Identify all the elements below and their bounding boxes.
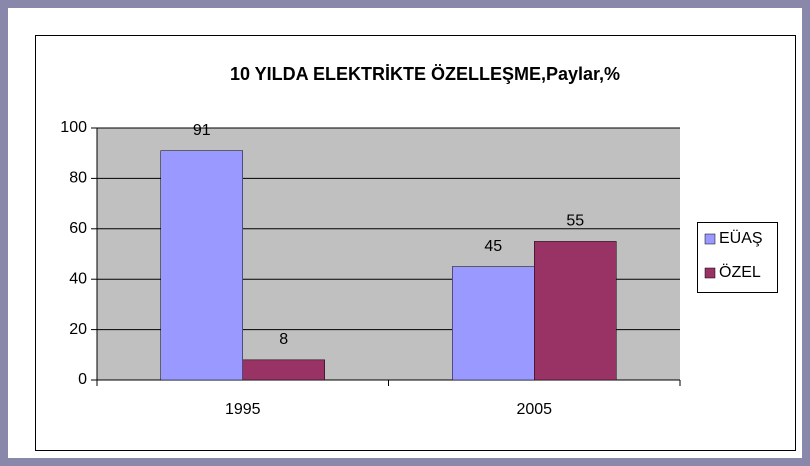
y-tick-label: 100 — [60, 119, 87, 136]
legend-label: ÖZEL — [719, 263, 761, 281]
y-tick-label: 40 — [69, 270, 87, 287]
y-tick-label: 20 — [69, 321, 87, 338]
chart-title: 10 YILDA ELEKTRİKTE ÖZELLEŞME,Paylar,% — [230, 64, 620, 84]
legend-swatch — [704, 267, 716, 279]
y-tick-label: 0 — [78, 371, 87, 388]
data-label: 45 — [484, 238, 502, 255]
y-tick-label: 60 — [69, 220, 87, 237]
legend-label: EÜAŞ — [719, 229, 763, 247]
data-label: 91 — [193, 122, 211, 139]
x-tick-label: 1995 — [225, 401, 261, 418]
data-label: 8 — [279, 331, 288, 348]
y-tick-label: 80 — [69, 170, 87, 187]
bar — [452, 266, 535, 381]
bar — [160, 150, 243, 381]
bar — [534, 241, 617, 381]
data-label: 55 — [566, 213, 584, 230]
bar — [242, 359, 325, 381]
x-tick-label: 2005 — [516, 401, 552, 418]
legend-swatch — [704, 233, 716, 245]
